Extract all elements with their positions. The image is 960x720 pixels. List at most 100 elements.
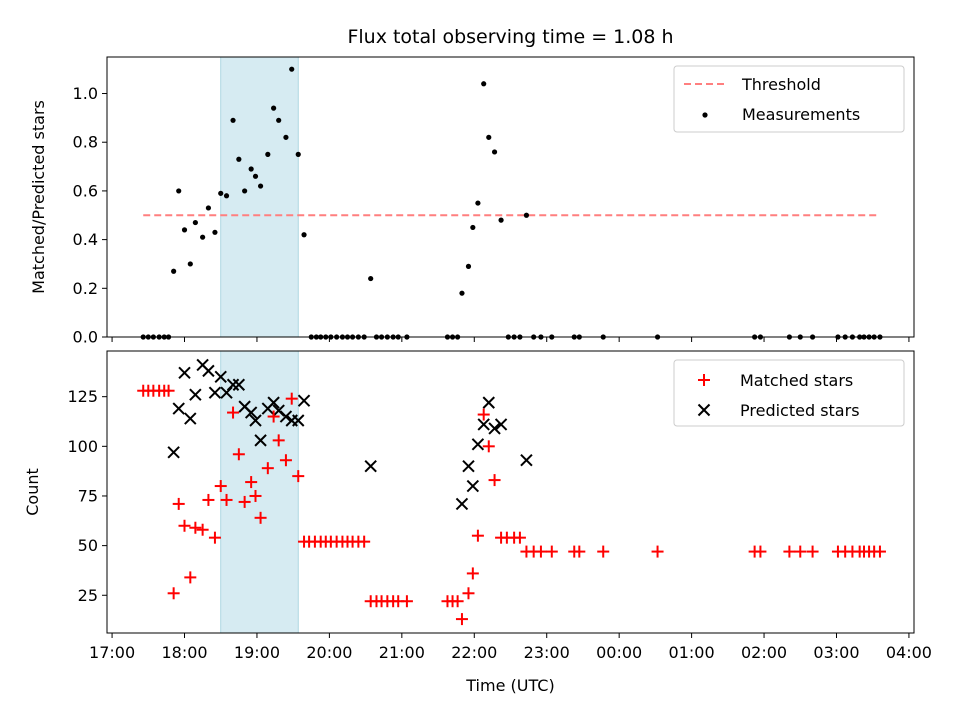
predicted-star-point: [297, 394, 311, 407]
predicted-star-point: [189, 388, 202, 401]
predicted-star-point: [244, 406, 258, 419]
predicted-star-point: [267, 396, 280, 409]
measurement-point: [230, 117, 236, 123]
top-axes-frame: [106, 56, 915, 338]
y-tick-label: 100: [67, 437, 98, 456]
measurement-point: [176, 188, 182, 194]
x-tick-label: 21:00: [379, 643, 425, 662]
predicted-star-point: [364, 459, 377, 473]
x-tick-label: 22:00: [451, 643, 497, 662]
predicted-star-point: [455, 497, 469, 511]
matched-star-point: [261, 462, 274, 475]
measurement-point: [486, 134, 492, 140]
predicted-stars-points: [167, 358, 533, 511]
top-highlight-span: [220, 56, 299, 338]
predicted-star-point: [279, 410, 293, 423]
legend-threshold-label: Threshold: [741, 75, 821, 94]
y-tick-label: 50: [78, 536, 98, 555]
matched-star-point: [254, 511, 267, 524]
matched-star-point: [279, 454, 292, 467]
cross-b: [471, 438, 485, 451]
x-tick-label: 20:00: [306, 643, 352, 662]
cross-b: [214, 370, 227, 384]
predicted-star-point: [178, 366, 191, 380]
matched-star-point: [451, 595, 464, 608]
legend-matched-label: Matched stars: [740, 371, 853, 390]
measurement-point: [368, 275, 374, 282]
cross-b: [244, 406, 258, 419]
legend-x-marker: [697, 403, 711, 417]
predicted-star-point: [466, 479, 480, 493]
measurement-point: [205, 205, 212, 211]
predicted-star-point: [482, 396, 495, 409]
cross-b: [466, 479, 480, 493]
matched-star-point: [272, 434, 285, 447]
bottom-axes-frame: [106, 350, 915, 634]
cross-b: [238, 400, 251, 413]
measurement-point: [192, 219, 198, 226]
predicted-star-point: [214, 370, 227, 384]
measurement-point: [271, 105, 277, 111]
cross-b: [488, 422, 501, 435]
y-tick-label: 0.6: [73, 181, 98, 200]
measurement-point: [223, 193, 230, 199]
matched-star-point: [292, 470, 305, 483]
x-tick-label: 04:00: [886, 643, 932, 662]
bottom-legend-box: [673, 359, 905, 427]
matched-star-point: [172, 497, 185, 510]
matched-star-point: [196, 523, 209, 536]
cross-b: [482, 396, 495, 409]
matched-star-point: [477, 408, 490, 421]
matched-star-point: [455, 613, 468, 626]
matched-star-point: [783, 545, 796, 558]
matched-stars-points: [137, 384, 886, 626]
measurement-point: [236, 156, 242, 162]
x-tick-label: 23:00: [524, 643, 570, 662]
predicted-star-point: [202, 364, 215, 378]
y-tick-label: 0.8: [73, 133, 98, 152]
predicted-star-point: [232, 378, 246, 391]
predicted-star-point: [208, 386, 222, 399]
y-tick-label: 25: [78, 586, 98, 605]
measurement-point: [523, 212, 530, 218]
legend-predicted-label: Predicted stars: [740, 401, 860, 420]
predicted-star-point: [184, 412, 197, 425]
matched-star-point: [358, 535, 371, 548]
y-tick-label: 1.0: [73, 84, 98, 103]
matched-star-point: [597, 545, 610, 558]
matched-star-point: [214, 480, 227, 493]
legend-predicted-swatch: [697, 403, 711, 417]
legend-measurements-label: Measurements: [742, 105, 860, 124]
measurement-point: [265, 151, 271, 157]
measurement-point: [200, 234, 206, 240]
cross-b: [697, 403, 711, 417]
matched-star-point: [651, 545, 664, 558]
cross-b: [455, 497, 469, 511]
measurement-point: [283, 134, 289, 140]
measurement-point: [212, 229, 218, 235]
matched-star-point: [545, 545, 558, 558]
bottom-y-axis-label: Count: [23, 468, 42, 516]
cross-b: [272, 404, 285, 417]
cross-b: [184, 412, 197, 425]
matched-star-point: [167, 587, 180, 600]
matched-star-point: [285, 392, 298, 405]
matched-star-point: [482, 440, 495, 453]
chart-title: Flux total observing time = 1.08 h: [347, 26, 673, 48]
matched-star-point: [208, 531, 221, 544]
predicted-star-point: [494, 418, 508, 431]
ratio-panel: 0.0 0.2 0.4 0.6 0.8 1.0 Flux total observing …: [29, 26, 915, 347]
x-tick-label: 19:00: [234, 643, 280, 662]
matched-star-point: [534, 545, 547, 558]
count-panel: 25 50 75 100 125 17:00 18:00 19:00 20:00 21:00 22…: [23, 350, 932, 695]
matched-star-point: [754, 545, 767, 558]
y-tick-label: 125: [67, 387, 98, 406]
legend-measurements-swatch: [702, 112, 708, 118]
matched-star-point: [573, 545, 586, 558]
matched-star-point: [462, 587, 475, 600]
cross-b: [189, 388, 202, 401]
matched-star-point: [806, 545, 819, 558]
cross-b: [249, 414, 262, 427]
cross-b: [279, 410, 293, 423]
